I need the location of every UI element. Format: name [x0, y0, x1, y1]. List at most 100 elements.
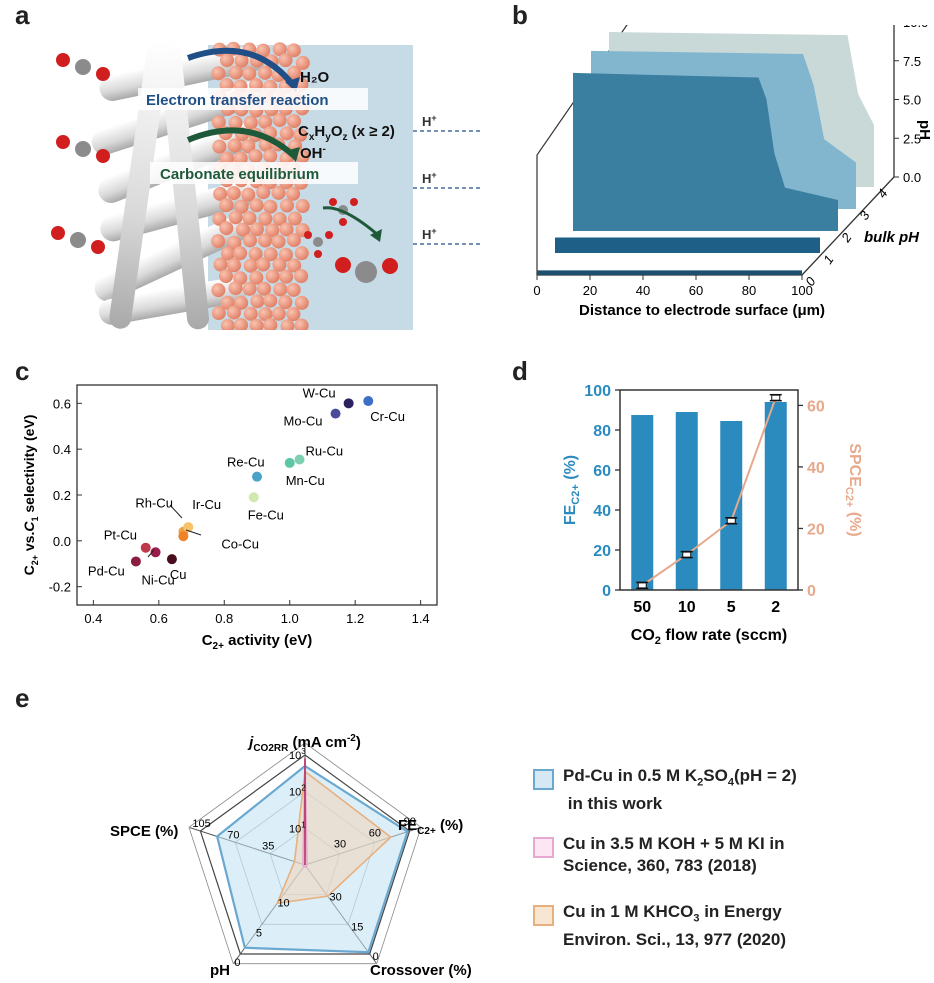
chart-b-y-tick-label: 4 — [874, 186, 890, 201]
arrowhead — [370, 229, 382, 242]
panel-letter-b: b — [512, 0, 528, 30]
cu-particle — [249, 270, 264, 285]
cu-particle — [273, 282, 288, 297]
scatter-point — [130, 556, 141, 567]
legend-swatch — [533, 905, 554, 926]
product-label: CxHyOz (x ≥ 2) — [298, 123, 395, 143]
chart-b-depth-axis — [801, 176, 895, 276]
radar-tick-label: 105 — [192, 818, 210, 830]
legend-item-khco3: Cu in 1 M KHCO3 in Energy Environ. Sci.,… — [533, 901, 933, 957]
chart-c-ylabel: C2+ vs.C1 selectivity (eV) — [22, 415, 40, 576]
cu-particle — [294, 269, 309, 284]
radar-tick-label: 35 — [262, 841, 274, 853]
cu-particle — [234, 295, 249, 310]
cu-particle — [226, 305, 241, 320]
chart-d-y-tick-label: 0 — [602, 583, 611, 600]
cu-particle — [294, 318, 309, 330]
legend-sub: 3 — [693, 912, 700, 925]
legend-item-pd-cu: Pd-Cu in 0.5 M K2SO4(pH = 2) in this wor… — [533, 765, 933, 821]
cu-particle — [257, 281, 272, 296]
cu-particle — [287, 258, 302, 273]
chart-c-annotation-arrows — [147, 504, 202, 558]
cu-particle — [227, 235, 242, 250]
chart-c-y-tick-label: 0.0 — [53, 534, 71, 549]
legend-item-kOH-ki: Cu in 3.5 M KOH + 5 M KI in Science, 360… — [533, 833, 933, 889]
cu-particle — [286, 233, 301, 248]
cu-particle — [227, 258, 242, 273]
proton-label: H+ — [422, 113, 437, 129]
spce-point — [682, 551, 692, 558]
cu-particle — [287, 211, 302, 226]
cu-particle — [295, 199, 310, 214]
chart-c-y-tick-label: -0.2 — [49, 580, 71, 595]
scatter-point — [252, 471, 262, 482]
cu-particle — [272, 257, 287, 272]
cu-particle — [228, 115, 243, 130]
ph-profile-area — [555, 237, 820, 253]
chart-b-xlabel: Distance to electrode surface (μm) — [579, 302, 825, 319]
legend-text: (pH = 2) — [733, 766, 797, 785]
scatter-point — [150, 547, 161, 558]
ph-profile-area — [573, 72, 838, 232]
cu-particle — [295, 55, 310, 70]
legend-text: Cu in 1 M KHCO — [563, 902, 694, 921]
cu-particle — [243, 115, 258, 130]
scatter-point — [178, 531, 189, 542]
scatter-point — [363, 396, 374, 407]
panel-c-scatter-chart: 0.4 0.6 0.8 1.0 1.2 1.4 -0.2 0.0 0.2 0.4 0.6 Pd-Cu… — [22, 384, 438, 652]
radar-tick-label: 15 — [351, 921, 363, 933]
cu-particle — [211, 306, 226, 321]
chart-b-z-tick-label: 0.0 — [903, 170, 921, 185]
scatter-point-label: Mn-Cu — [286, 473, 325, 488]
co2-molecule — [56, 53, 110, 81]
cu-particle — [227, 138, 242, 153]
carbonate-equilibrium-label: Carbonate equilibrium — [160, 166, 319, 183]
cu-particle — [241, 139, 256, 154]
cu-particle — [256, 185, 271, 200]
chart-d-ticks: 0 20 40 60 80 100 0 20 40 60 50 10 5 2 — [584, 383, 825, 616]
cu-particle — [265, 223, 280, 238]
fe-bar — [631, 415, 654, 590]
scatter-point-label: Co-Cu — [221, 536, 259, 551]
cu-particle — [249, 318, 264, 330]
chart-b-z-tick-label: 10.0 — [903, 25, 928, 30]
chart-b-areas — [537, 32, 874, 275]
chart-b-y-tick-label: 3 — [856, 208, 873, 223]
scatter-point — [343, 398, 354, 409]
scatter-point-label: W-Cu — [303, 385, 336, 400]
co2-molecule — [51, 226, 105, 254]
scatter-point-label: Mo-Cu — [284, 414, 323, 429]
cu-particle — [211, 115, 226, 130]
radar-axis-label-spce: SPCE (%) — [110, 823, 178, 840]
scatter-point — [183, 522, 194, 533]
legend-swatch — [533, 769, 554, 790]
scatter-point-label: Pt-Cu — [104, 528, 137, 543]
cu-particle — [226, 186, 241, 201]
cu-particle — [258, 65, 273, 80]
radar-tick-label: 60 — [369, 827, 381, 839]
chart-d-y-tick-label: 100 — [584, 383, 611, 400]
fe-bar — [764, 402, 787, 590]
chart-d-y-tick-label: 60 — [593, 463, 611, 480]
scatter-point-label: Pd-Cu — [88, 563, 125, 578]
cu-particle — [220, 246, 235, 261]
radar-tick-label: 10 — [277, 898, 289, 910]
cu-particle — [280, 319, 295, 330]
cu-particle — [279, 126, 294, 141]
chart-d-y-tick-label: 80 — [593, 423, 611, 440]
cu-particle — [286, 186, 301, 201]
cu-particle — [248, 246, 263, 261]
cu-particle — [286, 114, 301, 129]
cu-particle — [211, 283, 226, 298]
cu-particle — [243, 306, 258, 321]
cu-particle — [279, 269, 294, 284]
scatter-point — [166, 554, 177, 565]
chart-c-y-tick-label: 0.4 — [53, 442, 71, 457]
proton-label: H+ — [422, 170, 437, 186]
cu-particle — [213, 257, 228, 272]
cu-particle — [286, 307, 301, 322]
cu-particle — [263, 293, 278, 308]
cu-particle — [294, 246, 309, 261]
